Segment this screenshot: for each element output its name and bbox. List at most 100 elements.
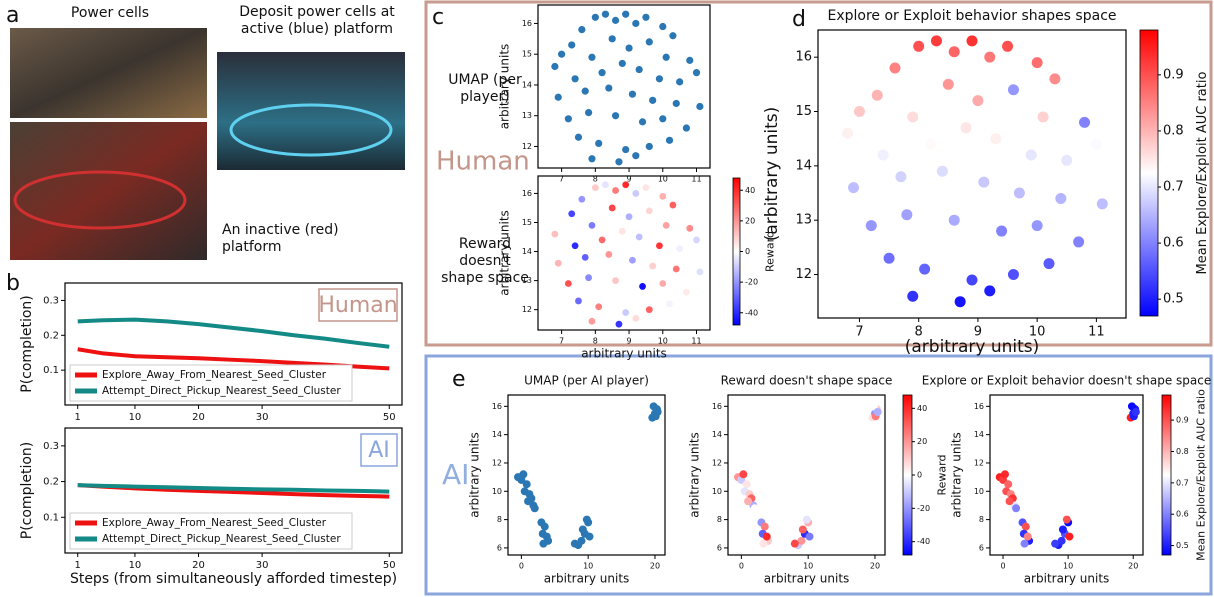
scatter-point — [539, 539, 548, 548]
scatter-point — [622, 309, 630, 316]
scatter-point — [865, 220, 877, 232]
colorbar-tick-label: 0.9 — [1176, 416, 1189, 425]
scatter-point — [1127, 402, 1136, 411]
scatter-point — [1061, 154, 1073, 166]
scatter-point — [622, 10, 630, 18]
scatter-point — [1002, 40, 1014, 52]
scatter-point — [662, 221, 670, 229]
scatter-point — [540, 522, 549, 531]
y-tick-label: 12 — [522, 305, 532, 314]
y-tick-label: 8 — [717, 515, 722, 524]
y-tick-label: 13 — [522, 111, 532, 120]
x-tick-label: 1 — [75, 560, 81, 571]
colorbar-label: Mean Explore/Exploit AUC ratio — [1194, 389, 1207, 561]
y-tick-label: 16 — [492, 402, 502, 411]
y-tick-label: 12 — [795, 267, 812, 282]
y-tick-label: 10 — [492, 487, 502, 496]
y-tick-label: 13 — [795, 213, 812, 228]
y-tick-label: 16 — [522, 19, 532, 28]
scatter-point — [662, 53, 670, 61]
colorbar-label: Mean Explore/Exploit AUC ratio — [1195, 72, 1210, 275]
legend-label: Attempt_Direct_Pickup_Nearest_Seed_Clust… — [102, 533, 341, 545]
scatter-point — [591, 13, 599, 21]
colorbar-tick-label: 0.5 — [1176, 541, 1189, 550]
x-tick-label: 9 — [627, 336, 632, 345]
colorbar-tick-label: 20 — [745, 216, 755, 225]
panel-frame — [424, 0, 1213, 347]
colorbar-tick-label: 0.6 — [1176, 510, 1189, 519]
scatter-point — [618, 59, 626, 68]
colorbar-tick-label: 0.6 — [1163, 236, 1184, 251]
scatter-point — [889, 62, 901, 74]
y-tick-label: 16 — [795, 50, 812, 65]
scatter-point — [686, 56, 694, 64]
scatter-point — [659, 192, 667, 200]
scatter-point — [842, 127, 854, 139]
scatter-point — [760, 522, 769, 531]
scatter-point — [608, 204, 616, 212]
panel-label: b — [6, 271, 20, 296]
scatter-point — [696, 268, 704, 276]
x-axis-label: arbitrary units — [764, 572, 850, 586]
scatter-point — [598, 236, 606, 244]
scatter-point — [578, 26, 586, 34]
scatter-point — [692, 69, 701, 77]
x-tick-label: 30 — [256, 560, 269, 571]
y-tick-label: 14 — [974, 430, 984, 439]
scatter-point — [666, 300, 673, 308]
scatter-point — [739, 470, 748, 479]
x-axis-label: arbitrary units — [1024, 572, 1110, 586]
panel-label: c — [432, 5, 444, 30]
scatter-point — [1062, 515, 1071, 524]
scatter-point — [649, 96, 657, 104]
scatter-point — [805, 532, 814, 541]
y-tick-label: 0.2 — [43, 330, 59, 341]
plot-frame — [64, 282, 403, 406]
scatter-point — [1051, 539, 1060, 548]
x-tick-label: 1 — [75, 412, 81, 423]
scatter-point — [622, 181, 630, 189]
y-tick-label: 10 — [974, 487, 984, 496]
chart-title: Explore or Exploit behavior shapes space — [827, 8, 1116, 24]
y-tick-label: 15 — [522, 50, 532, 59]
scatter-point — [1005, 497, 1014, 506]
scatter-point — [873, 407, 882, 416]
x-tick-label: 10 — [129, 412, 142, 423]
scatter-point — [1021, 522, 1030, 531]
x-tick-label: 50 — [383, 412, 396, 423]
colorbar — [902, 394, 913, 556]
scatter-point — [574, 133, 583, 141]
scatter-point — [578, 195, 586, 203]
y-tick-label: 0.2 — [43, 477, 59, 488]
y-axis-label: arbitrary units — [688, 432, 702, 518]
chart-title: Reward doesn't shape space — [721, 374, 893, 388]
scatter-point — [602, 181, 609, 189]
x-tick-label: 9 — [974, 324, 982, 339]
y-tick-label: 16 — [974, 402, 984, 411]
y-tick-label: 6 — [497, 543, 502, 552]
scatter-point — [585, 532, 594, 541]
panel-frame — [424, 354, 1213, 596]
scatter-point — [632, 19, 640, 28]
scatter-point — [742, 480, 751, 489]
colorbar-tick-label: 0.5 — [1163, 292, 1184, 307]
scatter-point — [601, 10, 610, 18]
x-tick-label: 0 — [739, 561, 744, 570]
scatter-point — [797, 536, 806, 545]
photo-caption: Deposit power cells at active (blue) pla… — [239, 4, 395, 37]
colorbar-tick-label: -20 — [917, 504, 930, 513]
colorbar — [732, 177, 741, 326]
scatter-point — [1031, 220, 1043, 232]
y-tick-label: 12 — [712, 458, 722, 467]
scatter-point — [948, 214, 960, 226]
x-tick-label: 20 — [192, 412, 205, 423]
scatter-point — [645, 306, 653, 314]
scatter-point — [578, 525, 587, 534]
x-tick-label: 10 — [583, 561, 593, 570]
scatter-point — [1037, 111, 1049, 123]
photo — [217, 52, 405, 170]
row-label: UMAP (per player) — [448, 72, 522, 105]
colorbar — [1161, 394, 1172, 556]
scatter-point — [577, 536, 586, 545]
